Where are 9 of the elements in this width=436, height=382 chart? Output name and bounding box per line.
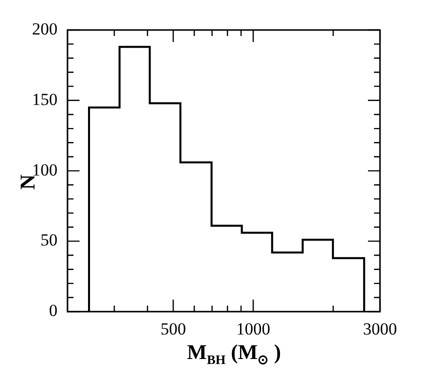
x-tick-label: 1000 [236,319,270,338]
y-tick-label: 200 [32,19,58,38]
y-axis-title: N [16,174,40,190]
y-tick-label: 50 [40,230,58,250]
x-tick-label: 500 [160,319,186,338]
x-axis-title: M$_{BH}$ (M$_{⊙}$ ) [186,340,282,368]
y-tick-label: 150 [32,90,58,109]
x-tick-label: 3000 [363,319,397,338]
y-tick-label: 0 [49,301,58,320]
